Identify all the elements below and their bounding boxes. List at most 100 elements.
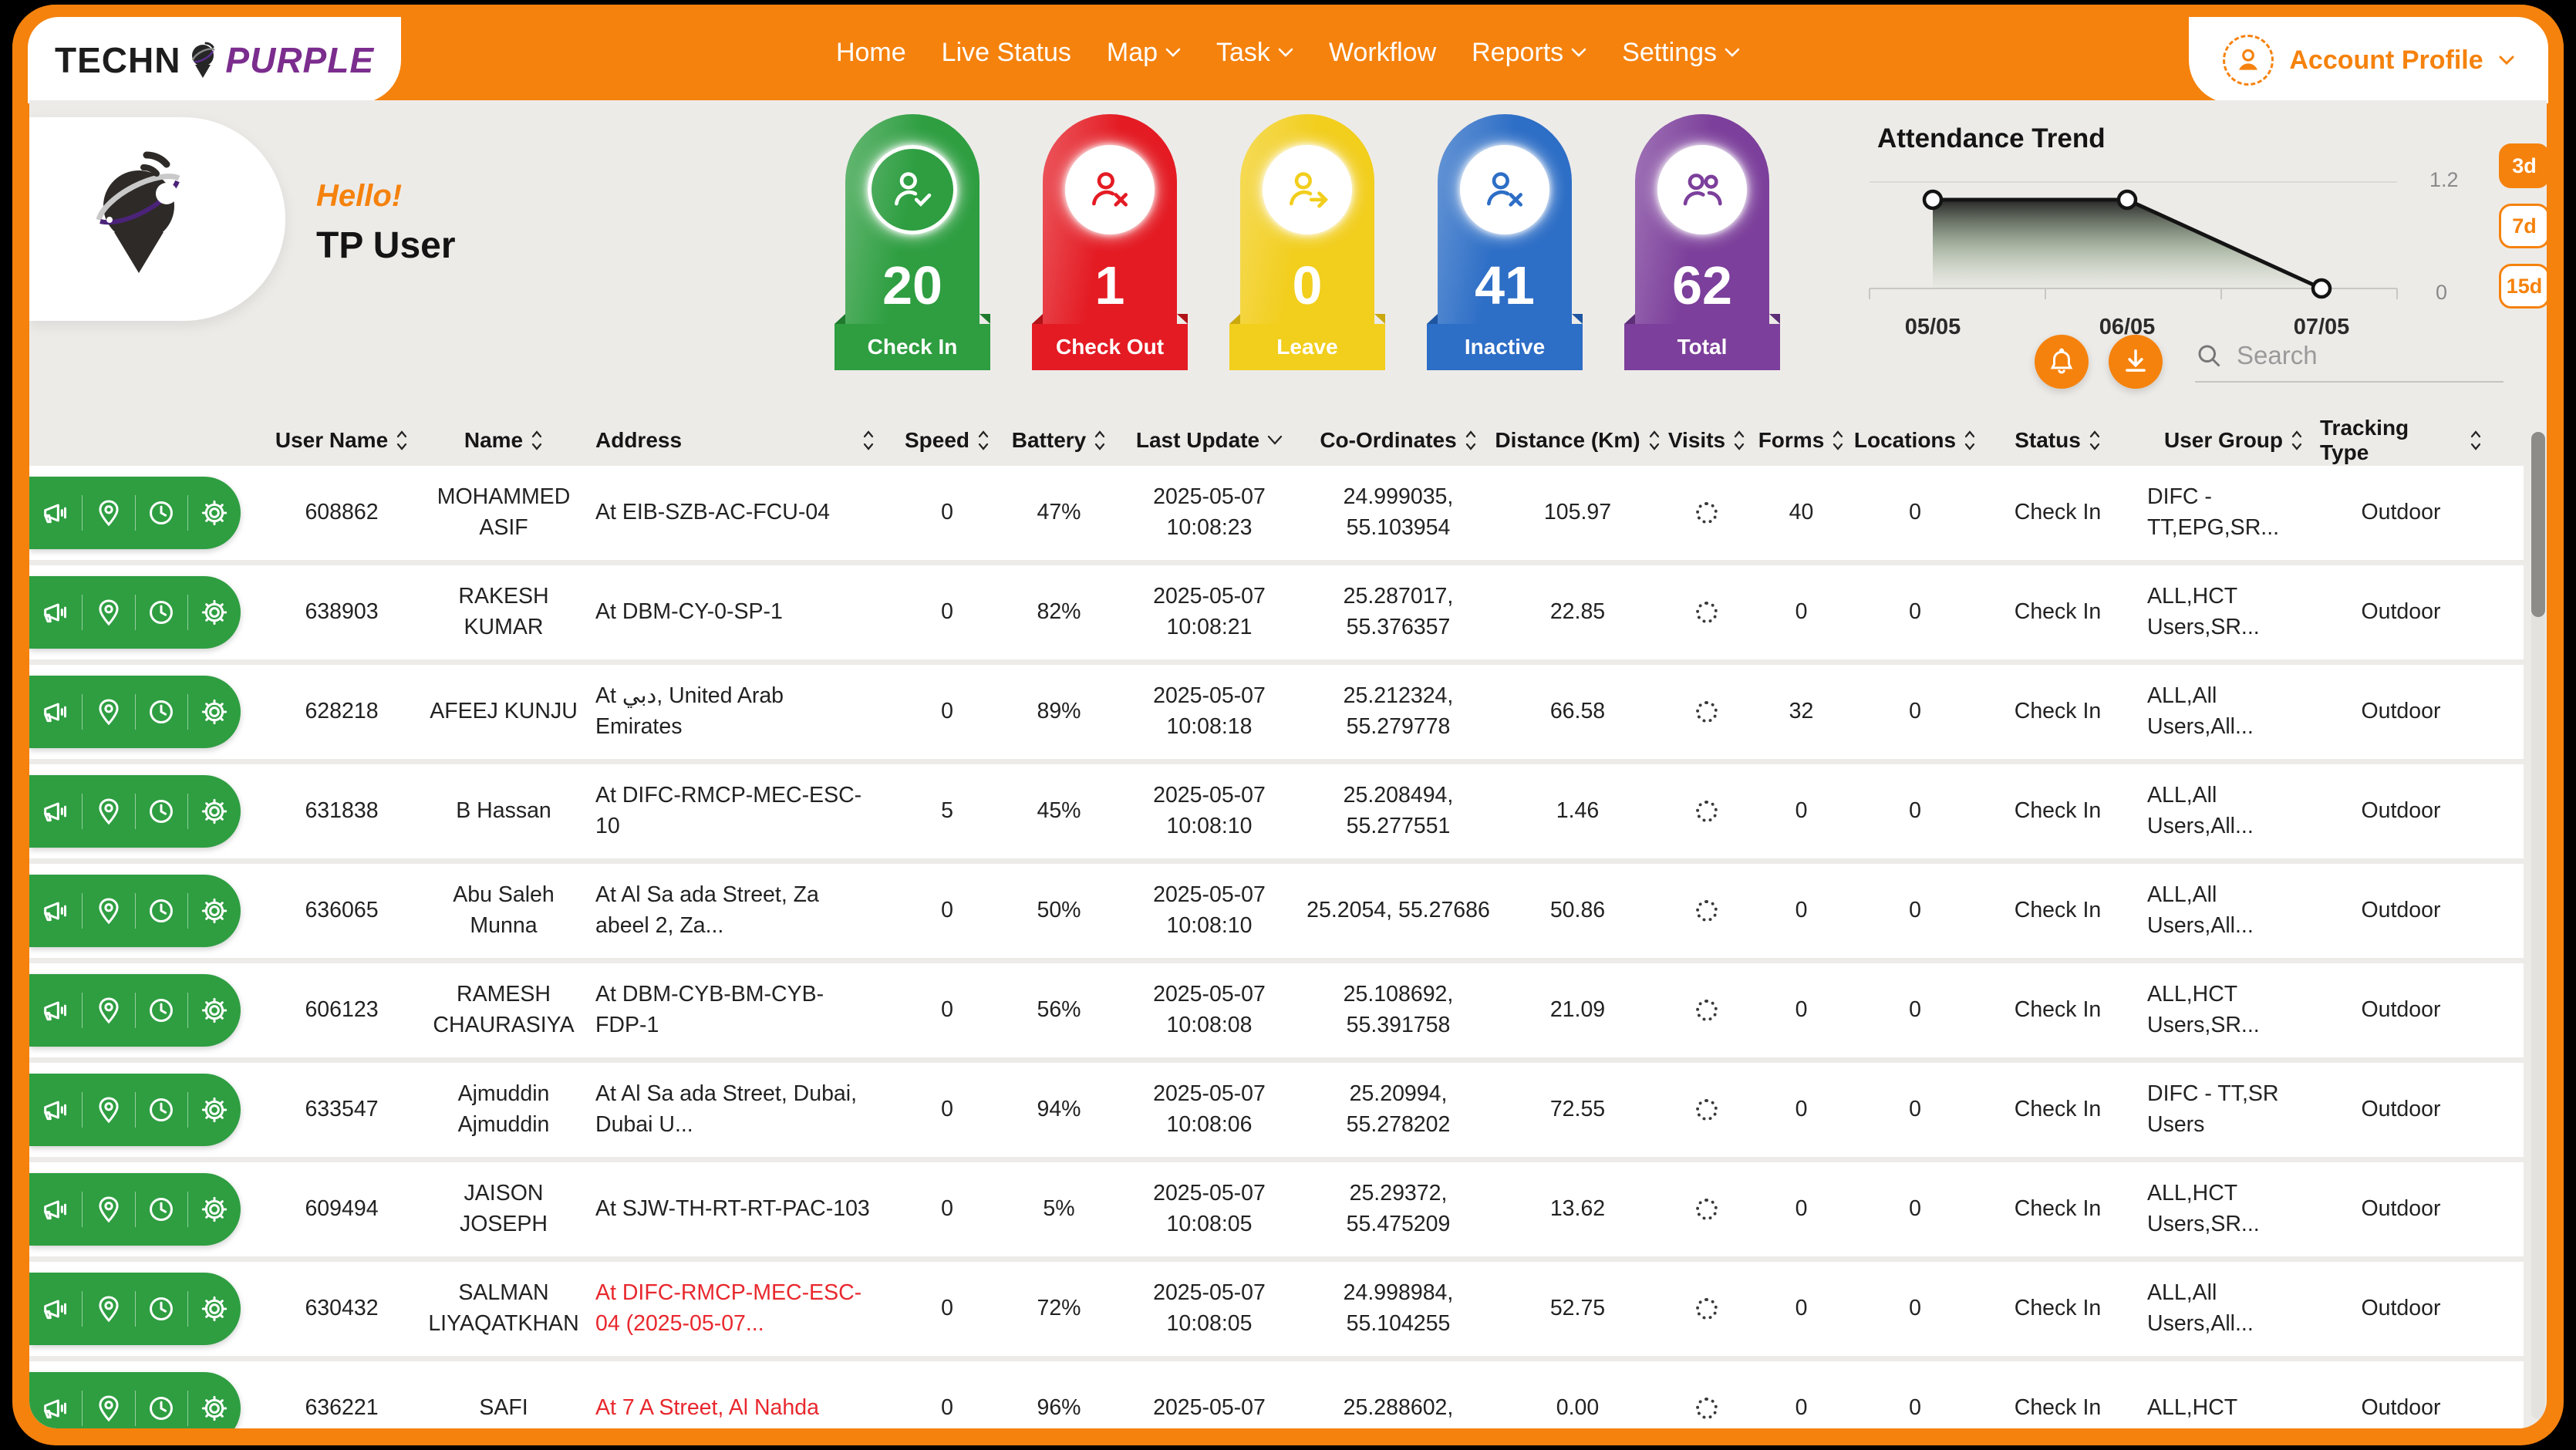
megaphone-icon[interactable] [34,796,77,827]
gear-icon[interactable] [193,995,236,1026]
gear-icon[interactable] [193,1194,236,1225]
sort-icon[interactable] [1964,430,1976,451]
column-header[interactable]: Visits [1661,428,1753,453]
range-button-7d[interactable]: 7d [2499,204,2547,248]
clock-icon[interactable] [140,697,183,727]
table-row[interactable]: 636065 Abu Saleh Munna At Al Sa ada Stre… [29,864,2524,958]
range-button-3d[interactable]: 3d [2499,143,2547,188]
megaphone-icon[interactable] [34,1194,77,1225]
sort-icon[interactable] [1465,430,1477,451]
column-header[interactable]: Distance (Km) [1495,428,1661,453]
table-row[interactable]: 638903 RAKESH KUMAR At DBM-CY-0-SP-1 0 8… [29,565,2524,659]
gear-icon[interactable] [193,895,236,926]
nav-item[interactable]: Task [1216,38,1293,68]
column-header[interactable]: Battery [1001,428,1117,453]
megaphone-icon[interactable] [34,1293,77,1324]
megaphone-icon[interactable] [34,696,77,727]
column-header[interactable]: Tracking Type [2320,416,2482,465]
sort-icon[interactable] [977,430,990,451]
megaphone-icon[interactable] [34,497,77,528]
column-header[interactable]: Address [585,420,893,460]
stat-card-check-out[interactable]: 1 Check Out [1032,114,1188,370]
gear-icon[interactable] [193,696,236,727]
megaphone-icon[interactable] [34,895,77,926]
clock-icon[interactable] [140,996,183,1025]
sort-icon[interactable] [862,430,875,451]
table-row[interactable]: 636221 SAFI At 7 A Street, Al Nahda 0 96… [29,1361,2524,1428]
column-header[interactable]: Last Update [1117,428,1302,453]
clock-icon[interactable] [140,896,183,926]
gear-icon[interactable] [193,1393,236,1424]
sort-icon[interactable] [1832,430,1844,451]
account-profile[interactable]: Account Profile [2189,17,2548,103]
gear-icon[interactable] [193,1094,236,1125]
column-header[interactable]: User Group [2135,428,2320,453]
column-header[interactable]: Speed [893,428,1001,453]
sort-icon[interactable] [396,430,408,451]
stat-card-total[interactable]: 62 Total [1624,114,1780,370]
clock-icon[interactable] [140,1394,183,1423]
table-row[interactable]: 633547 Ajmuddin Ajmuddin At Al Sa ada St… [29,1063,2524,1157]
table-row[interactable]: 630432 SALMAN LIYAQATKHAN At DIFC-RMCP-M… [29,1262,2524,1356]
megaphone-icon[interactable] [34,597,77,628]
scrollbar-thumb[interactable] [2531,432,2545,617]
clock-icon[interactable] [140,1294,183,1324]
sort-icon[interactable] [2470,430,2482,451]
nav-item[interactable]: Workflow [1328,37,1437,67]
brand-logo[interactable]: TECHN PURPLE [28,17,401,103]
column-header[interactable]: Locations [1849,428,1981,453]
megaphone-icon[interactable] [34,995,77,1026]
megaphone-icon[interactable] [34,1393,77,1424]
megaphone-icon[interactable] [34,1094,77,1125]
notifications-button[interactable] [2035,335,2089,389]
column-header[interactable]: Name [423,428,585,453]
clock-icon[interactable] [140,598,183,627]
stat-card-inactive[interactable]: 41 Inactive [1427,114,1583,370]
column-header[interactable]: Co-Ordinates [1302,428,1495,453]
column-header[interactable]: Forms [1753,428,1849,453]
sort-icon[interactable] [2089,430,2101,451]
sort-desc-icon[interactable] [1267,435,1283,446]
location-pin-icon[interactable] [87,598,130,627]
nav-item[interactable]: Map [1107,38,1181,68]
location-pin-icon[interactable] [87,797,130,826]
location-pin-icon[interactable] [87,1195,130,1224]
location-pin-icon[interactable] [87,697,130,727]
location-pin-icon[interactable] [87,996,130,1025]
table-row[interactable]: 606123 RAMESH CHAURASIYA At DBM-CYB-BM-C… [29,963,2524,1057]
stat-card-check-in[interactable]: 20 Check In [835,114,990,370]
nav-item[interactable]: Live Status [941,37,1071,67]
sort-icon[interactable] [1648,430,1661,451]
location-pin-icon[interactable] [87,498,130,528]
stat-card-leave[interactable]: 0 Leave [1229,114,1385,370]
download-button[interactable] [2109,335,2163,389]
column-header[interactable]: User Name [261,428,423,453]
clock-icon[interactable] [140,498,183,528]
location-pin-icon[interactable] [87,1394,130,1423]
clock-icon[interactable] [140,797,183,826]
sort-icon[interactable] [2291,430,2303,451]
nav-item[interactable]: Settings [1622,38,1740,68]
table-row[interactable]: 628218 AFEEJ KUNJU At دبي, United Arab E… [29,665,2524,759]
clock-icon[interactable] [140,1095,183,1125]
location-pin-icon[interactable] [87,1095,130,1125]
table-row[interactable]: 609494 JAISON JOSEPH At SJW-TH-RT-RT-PAC… [29,1162,2524,1256]
gear-icon[interactable] [193,597,236,628]
column-header[interactable]: Status [1981,428,2135,453]
nav-item[interactable]: Home [835,37,906,67]
sort-icon[interactable] [531,430,543,451]
nav-item[interactable]: Reports [1472,38,1586,68]
search-input[interactable] [2237,341,2468,370]
range-button-15d[interactable]: 15d [2499,264,2547,309]
clock-icon[interactable] [140,1195,183,1224]
gear-icon[interactable] [193,497,236,528]
location-pin-icon[interactable] [87,896,130,926]
table-row[interactable]: 631838 B Hassan At DIFC-RMCP-MEC-ESC-10 … [29,764,2524,858]
table-row[interactable]: 608862 MOHAMMED ASIF At EIB-SZB-AC-FCU-0… [29,466,2524,560]
gear-icon[interactable] [193,1293,236,1324]
location-pin-icon[interactable] [87,1294,130,1324]
sort-icon[interactable] [1094,430,1106,451]
gear-icon[interactable] [193,796,236,827]
vertical-scrollbar[interactable] [2531,432,2545,1419]
sort-icon[interactable] [1733,430,1745,451]
